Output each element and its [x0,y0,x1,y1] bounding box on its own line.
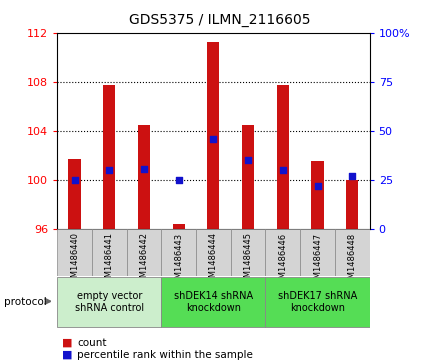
Text: shDEK17 shRNA
knockdown: shDEK17 shRNA knockdown [278,291,357,313]
Point [349,173,356,179]
Text: GDS5375 / ILMN_2116605: GDS5375 / ILMN_2116605 [129,13,311,27]
Text: GSM1486444: GSM1486444 [209,232,218,289]
Text: GSM1486448: GSM1486448 [348,232,357,289]
Bar [161,229,196,276]
Text: percentile rank within the sample: percentile rank within the sample [77,350,253,360]
Bar [138,125,150,229]
Text: GSM1486441: GSM1486441 [105,232,114,289]
Text: ■: ■ [62,338,72,348]
Bar [242,125,254,229]
Text: GSM1486445: GSM1486445 [244,232,253,289]
Bar [127,229,161,276]
Text: GSM1486442: GSM1486442 [139,232,148,289]
Point [106,167,113,173]
Bar [161,277,265,327]
Point [210,136,217,142]
Text: shDEK14 shRNA
knockdown: shDEK14 shRNA knockdown [174,291,253,313]
Text: GSM1486443: GSM1486443 [174,232,183,289]
Bar [172,224,185,229]
Bar [231,229,265,276]
Point [314,183,321,188]
Text: empty vector
shRNA control: empty vector shRNA control [75,291,144,313]
Bar [207,42,220,229]
Bar [312,161,323,229]
Bar [346,180,358,229]
Text: protocol: protocol [4,297,47,307]
Bar [57,229,92,276]
Text: GSM1486447: GSM1486447 [313,232,322,289]
Bar [196,229,231,276]
Point [279,167,286,173]
Text: count: count [77,338,106,348]
Bar [265,229,300,276]
Bar [103,85,115,229]
Point [71,177,78,183]
Bar [300,229,335,276]
Text: GSM1486446: GSM1486446 [279,232,287,289]
Point [175,177,182,183]
Point [245,157,252,163]
Bar [277,85,289,229]
Point [140,166,147,172]
Bar [92,229,127,276]
Text: GSM1486440: GSM1486440 [70,232,79,289]
Bar [69,159,81,229]
Bar [335,229,370,276]
Bar [57,277,161,327]
Text: ■: ■ [62,350,72,360]
Bar [265,277,370,327]
